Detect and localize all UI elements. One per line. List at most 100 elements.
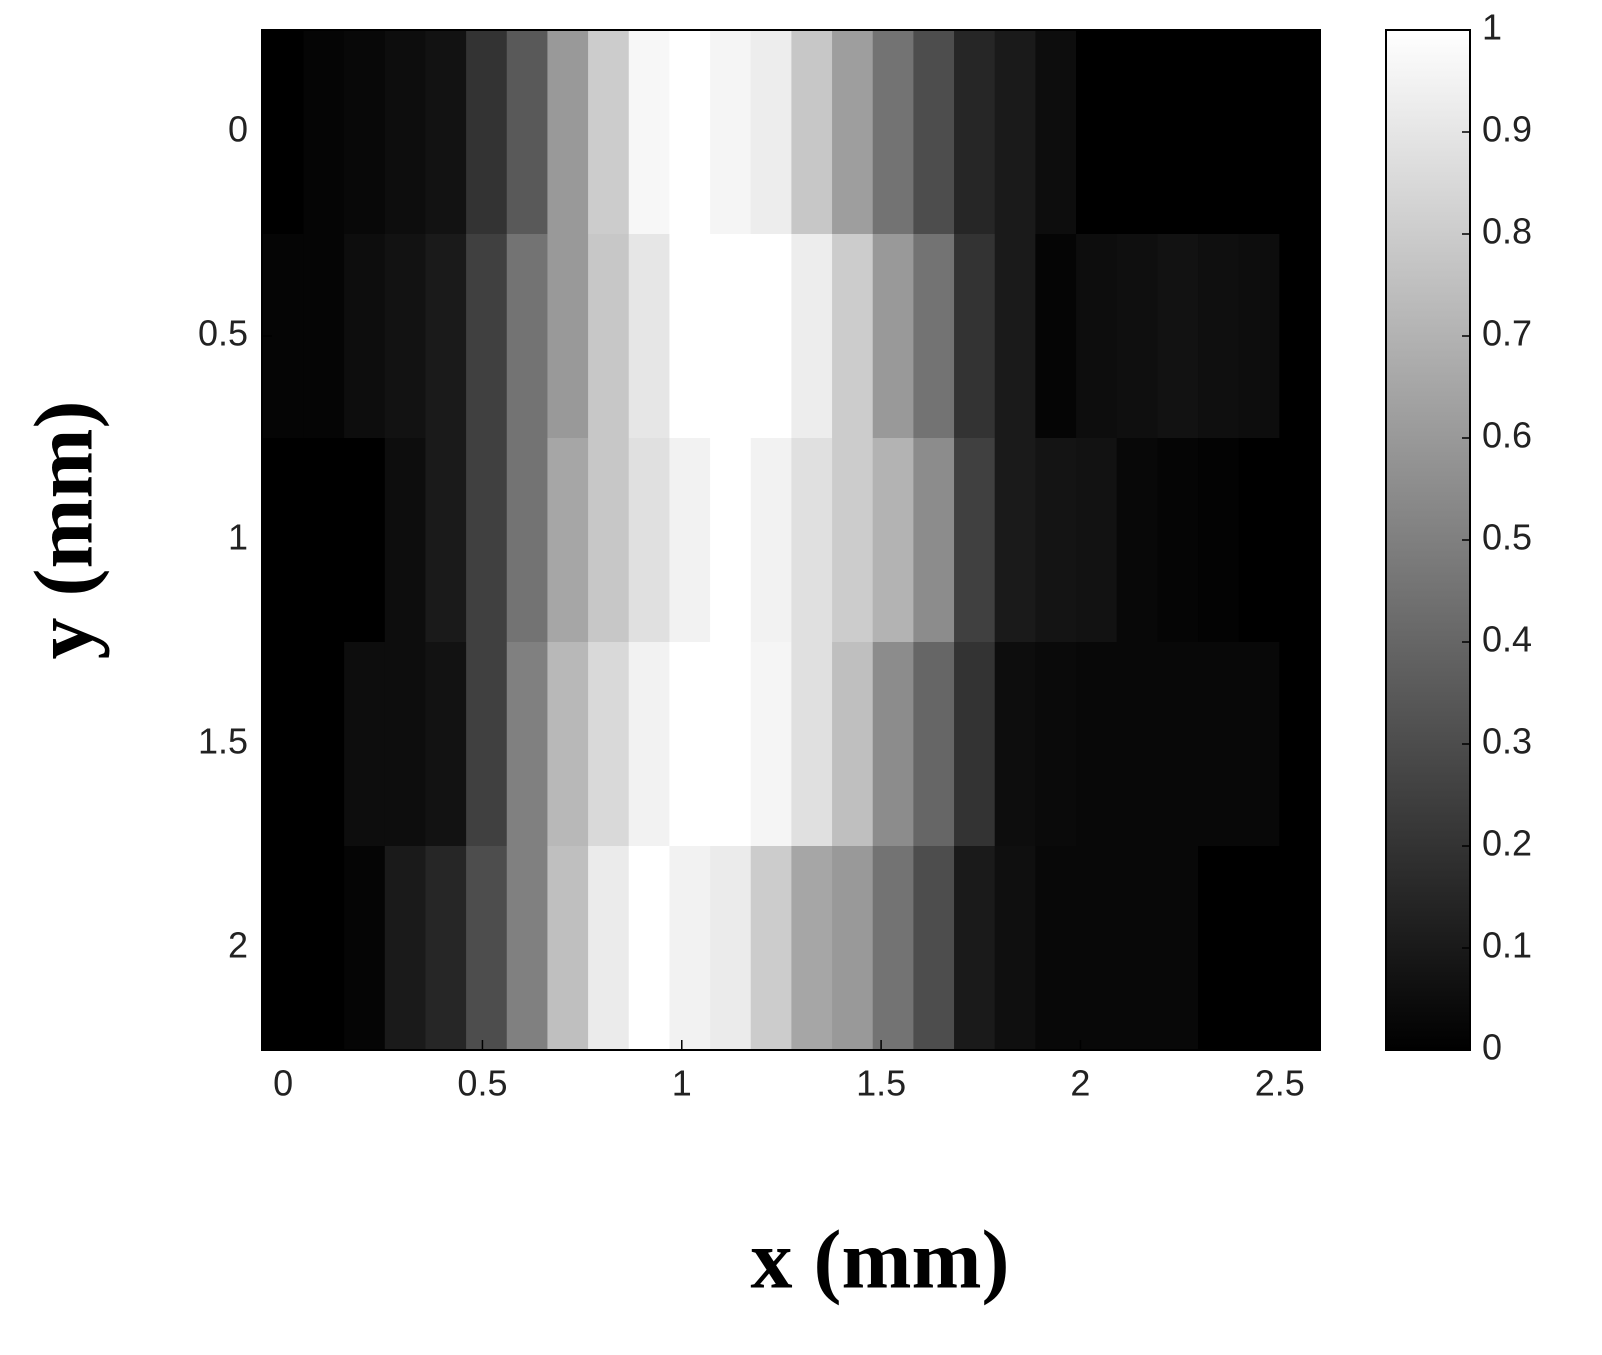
- heatmap-cell: [1035, 642, 1077, 847]
- heatmap-cell: [710, 234, 752, 439]
- heatmap-cell: [1116, 234, 1158, 439]
- heatmap-cell: [506, 642, 549, 847]
- heatmap: [262, 30, 1321, 1051]
- heatmap-cell: [1279, 846, 1321, 1051]
- colorbar-tick-label: 0.2: [1482, 823, 1532, 864]
- colorbar-tick-label: 0.3: [1482, 721, 1532, 762]
- heatmap-cell: [1157, 642, 1199, 847]
- heatmap-cell: [588, 438, 630, 643]
- heatmap-cell: [425, 642, 467, 847]
- heatmap-cell: [1198, 846, 1240, 1051]
- heatmap-cell: [669, 30, 711, 235]
- heatmap-cell: [913, 642, 955, 847]
- colorbar-tick-label: 0.1: [1482, 925, 1532, 966]
- heatmap-cell: [954, 234, 996, 439]
- heatmap-cell: [425, 234, 467, 439]
- heatmap-cell: [628, 438, 671, 643]
- heatmap-cell: [1076, 846, 1118, 1051]
- heatmap-cell: [303, 846, 345, 1051]
- colorbar-tick-label: 1: [1482, 7, 1502, 48]
- heatmap-cell: [344, 642, 386, 847]
- heatmap-cell: [710, 30, 752, 235]
- heatmap-cell: [669, 846, 711, 1051]
- heatmap-cell: [628, 642, 671, 847]
- heatmap-cell: [1116, 438, 1158, 643]
- x-tick-label: 2: [1070, 1063, 1090, 1104]
- heatmap-cell: [506, 30, 549, 235]
- x-tick-label: 1.5: [856, 1063, 906, 1104]
- heatmap-cell: [628, 234, 671, 439]
- heatmap-cell: [425, 438, 467, 643]
- heatmap-cell: [1198, 642, 1240, 847]
- heatmap-cell: [791, 438, 833, 643]
- colorbar-tick-label: 0.6: [1482, 415, 1532, 456]
- heatmap-cell: [547, 438, 589, 643]
- heatmap-cell: [1279, 438, 1321, 643]
- heatmap-cell: [791, 30, 833, 235]
- heatmap-cell: [750, 846, 792, 1051]
- heatmap-cell: [954, 438, 996, 643]
- heatmap-cell: [832, 642, 874, 847]
- heatmap-cell: [791, 234, 833, 439]
- heatmap-cell: [872, 642, 914, 847]
- heatmap-cell: [547, 846, 589, 1051]
- heatmap-cell: [1198, 438, 1240, 643]
- heatmap-cell: [344, 438, 386, 643]
- heatmap-cell: [994, 234, 1036, 439]
- heatmap-cell: [669, 234, 711, 439]
- heatmap-cell: [1238, 234, 1280, 439]
- heatmap-cell: [506, 846, 549, 1051]
- heatmap-cell: [1035, 438, 1077, 643]
- heatmap-cell: [344, 30, 386, 235]
- heatmap-cell: [466, 30, 508, 235]
- heatmap-cell: [750, 30, 792, 235]
- heatmap-cell: [588, 846, 630, 1051]
- heatmap-cell: [1238, 846, 1280, 1051]
- heatmap-cell: [1238, 438, 1280, 643]
- heatmap-cell: [1157, 846, 1199, 1051]
- heatmap-cell: [913, 30, 955, 235]
- heatmap-cell: [1035, 30, 1077, 235]
- heatmap-cell: [832, 846, 874, 1051]
- heatmap-cell: [506, 234, 549, 439]
- heatmap-cell: [1076, 642, 1118, 847]
- heatmap-cell: [872, 30, 914, 235]
- heatmap-cell: [913, 846, 955, 1051]
- heatmap-cell: [547, 642, 589, 847]
- heatmap-cell: [384, 642, 427, 847]
- heatmap-cell: [872, 438, 914, 643]
- heatmap-cell: [1076, 30, 1118, 235]
- heatmap-cell: [628, 846, 671, 1051]
- x-tick-label: 2.5: [1255, 1063, 1305, 1104]
- heatmap-cell: [425, 30, 467, 235]
- heatmap-cell: [1076, 438, 1118, 643]
- heatmap-cell: [832, 438, 874, 643]
- heatmap-cell: [547, 30, 589, 235]
- heatmap-cell: [1238, 642, 1280, 847]
- heatmap-cell: [344, 234, 386, 439]
- y-axis-title: y (mm): [17, 401, 110, 660]
- heatmap-cell: [872, 234, 914, 439]
- x-tick-label: 0: [273, 1063, 293, 1104]
- colorbar-tick-label: 0.4: [1482, 619, 1532, 660]
- heatmap-cell: [384, 30, 427, 235]
- heatmap-cell: [588, 30, 630, 235]
- x-tick-label: 1: [672, 1063, 692, 1104]
- heatmap-cell: [588, 234, 630, 439]
- heatmap-cell: [994, 846, 1036, 1051]
- heatmap-cell: [994, 642, 1036, 847]
- x-axis-title: x (mm): [751, 1213, 1010, 1306]
- heatmap-cell: [750, 642, 792, 847]
- colorbar-tick-label: 0.9: [1482, 109, 1532, 150]
- heatmap-cell: [750, 438, 792, 643]
- heatmap-cell: [344, 846, 386, 1051]
- heatmap-cell: [954, 30, 996, 235]
- heatmap-cell: [791, 846, 833, 1051]
- heatmap-cell: [384, 438, 427, 643]
- heatmap-cell: [710, 846, 752, 1051]
- heatmap-cell: [1116, 642, 1158, 847]
- heatmap-cell: [466, 642, 508, 847]
- y-tick-label: 1.5: [198, 721, 248, 762]
- heatmap-cell: [1279, 642, 1321, 847]
